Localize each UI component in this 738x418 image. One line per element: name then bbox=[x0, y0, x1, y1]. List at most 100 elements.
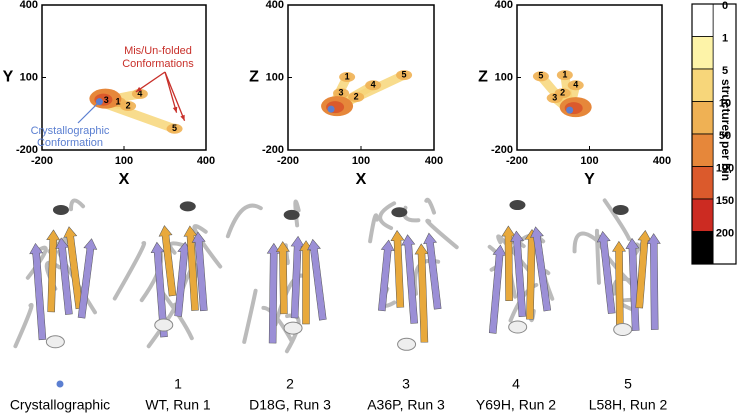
colorbar-frame bbox=[691, 3, 737, 265]
point-label: 1 bbox=[562, 69, 567, 79]
point-label: 3 bbox=[552, 92, 557, 102]
colorbar-tick-label: 0 bbox=[722, 0, 728, 12]
x-tick-label: 100 bbox=[115, 155, 133, 167]
point-label: 4 bbox=[371, 80, 376, 90]
crystal-pointer bbox=[77, 101, 100, 124]
y-tick-label: 100 bbox=[20, 71, 38, 83]
density-blob bbox=[396, 70, 413, 81]
x-tick-label: 400 bbox=[425, 155, 443, 167]
beta-strand bbox=[635, 229, 652, 309]
point-label: 2 bbox=[354, 91, 359, 101]
density-blob bbox=[348, 92, 365, 103]
beta-strand bbox=[299, 240, 313, 325]
point-label: 3 bbox=[339, 88, 344, 98]
crystal-caption: Crystallographic bbox=[10, 397, 110, 413]
beta-strand bbox=[307, 238, 327, 321]
y-tick-label: 400 bbox=[20, 0, 38, 11]
crystal-point bbox=[566, 106, 574, 114]
x-axis-label: X bbox=[119, 171, 130, 188]
x-tick-label: 100 bbox=[352, 155, 370, 167]
helix bbox=[613, 322, 633, 336]
crystal-label: Conformation bbox=[37, 137, 103, 149]
colorbar-title: structures per bin bbox=[719, 79, 733, 181]
beta-strand bbox=[183, 225, 199, 311]
y-tick-label: 400 bbox=[266, 0, 284, 11]
y-tick-label: 100 bbox=[266, 71, 284, 83]
beta-strand bbox=[29, 242, 47, 341]
beta-strand bbox=[266, 242, 281, 344]
protein-structure bbox=[13, 198, 98, 349]
helix bbox=[283, 209, 300, 220]
x-tick-label: -200 bbox=[31, 155, 53, 167]
y-tick-label: 100 bbox=[495, 71, 513, 83]
colorbar-tick-label: 100 bbox=[716, 162, 734, 174]
y-axis-label: Z bbox=[249, 69, 259, 86]
x-tick-label: -200 bbox=[506, 155, 528, 167]
structure-caption: A36P, Run 3 bbox=[367, 397, 445, 413]
helix bbox=[508, 320, 528, 334]
coil bbox=[225, 203, 263, 239]
helix bbox=[612, 204, 629, 215]
coil bbox=[293, 199, 301, 228]
colorbar-swatch bbox=[691, 101, 714, 135]
protein-structure bbox=[572, 198, 661, 336]
coil bbox=[602, 198, 632, 241]
beta-strand bbox=[646, 233, 661, 330]
colorbar-tick-label: 50 bbox=[719, 130, 731, 142]
helix bbox=[509, 200, 526, 211]
colorbar-swatch bbox=[691, 231, 714, 265]
arrow-head bbox=[172, 106, 178, 113]
colorbar-swatch bbox=[691, 68, 714, 102]
beta-strand bbox=[275, 241, 290, 315]
coil bbox=[378, 201, 397, 231]
structure-number: 4 bbox=[512, 376, 520, 392]
helix bbox=[179, 201, 196, 212]
coil bbox=[424, 197, 437, 215]
beta-strand bbox=[55, 237, 73, 315]
structure-caption: WT, Run 1 bbox=[145, 397, 211, 413]
structure-number: 5 bbox=[624, 376, 632, 392]
misfolded-label: Conformations bbox=[122, 58, 194, 70]
coil bbox=[69, 198, 86, 212]
protein-structure bbox=[368, 197, 459, 351]
protein-structure bbox=[487, 200, 555, 334]
beta-strand bbox=[423, 232, 442, 310]
crystal-label: Crystallographic bbox=[31, 125, 110, 137]
x-axis-label: X bbox=[356, 171, 367, 188]
beta-strand bbox=[378, 239, 395, 312]
density-blob bbox=[556, 70, 573, 81]
y-axis-label: Z bbox=[478, 69, 488, 86]
helix bbox=[391, 207, 408, 218]
helix bbox=[52, 204, 69, 215]
colorbar-tick-label: 1 bbox=[722, 32, 728, 44]
beta-strand bbox=[414, 243, 429, 343]
beta-strand bbox=[46, 229, 61, 313]
point-label: 1 bbox=[115, 97, 120, 107]
x-tick-label: 400 bbox=[653, 155, 671, 167]
point-label: 2 bbox=[126, 100, 131, 110]
density-blob bbox=[339, 72, 356, 83]
beta-strand bbox=[530, 226, 552, 312]
annotation-arrow bbox=[135, 71, 166, 93]
helix bbox=[154, 318, 174, 332]
point-label: 5 bbox=[538, 71, 543, 81]
structure-number: 1 bbox=[174, 376, 182, 392]
density-blob bbox=[532, 71, 549, 82]
coil bbox=[192, 224, 223, 269]
protein-structure bbox=[112, 201, 223, 349]
beta-strand bbox=[488, 244, 507, 334]
coil bbox=[425, 218, 459, 250]
helix bbox=[283, 321, 303, 335]
point-label: 3 bbox=[104, 95, 109, 105]
x-axis-label: Y bbox=[584, 171, 595, 188]
beta-strand bbox=[510, 230, 527, 317]
arrow-head bbox=[180, 114, 185, 121]
beta-strand bbox=[390, 230, 405, 308]
annotation-arrow bbox=[164, 71, 186, 121]
coil bbox=[496, 234, 532, 274]
point-label: 5 bbox=[172, 123, 177, 133]
y-tick-label: -200 bbox=[262, 144, 284, 156]
density-blob bbox=[567, 80, 584, 91]
y-tick-label: -200 bbox=[491, 144, 513, 156]
